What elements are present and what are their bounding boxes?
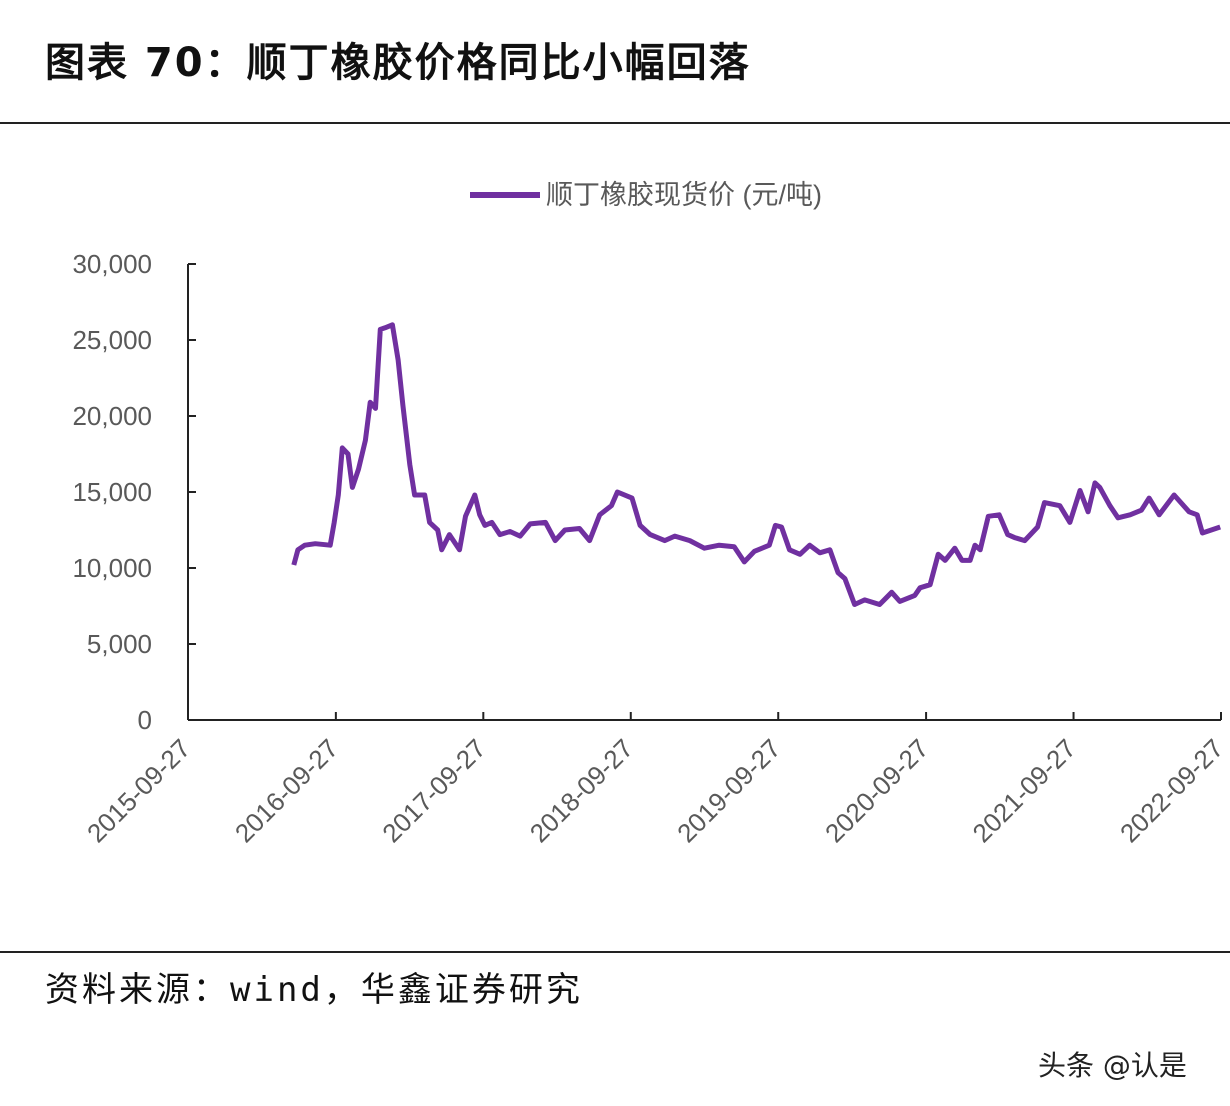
y-tick-label: 25,000 [72,325,152,355]
x-tick-label: 2019-09-27 [671,733,786,848]
y-tick-label: 30,000 [72,249,152,279]
bottom-divider [0,951,1230,953]
y-tick-label: 20,000 [72,401,152,431]
tick-labels: 0 5,000 10,000 15,000 20,000 25,000 30,000 2015… [72,249,1229,848]
y-tick-label: 15,000 [72,477,152,507]
y-tick-label: 10,000 [72,553,152,583]
legend-label: 顺丁橡胶现货价 (元/吨) [546,180,822,210]
y-tick-label: 5,000 [87,629,152,659]
source-note: 资料来源：wind，华鑫证券研究 [45,970,583,1010]
x-tick-label: 2017-09-27 [376,733,491,848]
watermark: 头条 @认是 [1038,1049,1187,1082]
x-tick-label: 2018-09-27 [524,733,639,848]
x-tick-label: 2016-09-27 [229,733,344,848]
page-title: 图表 70：顺丁橡胶价格同比小幅回落 [45,40,751,86]
x-tick-label: 2022-09-27 [1114,733,1229,848]
y-tick-label: 0 [138,705,152,735]
top-divider [0,122,1230,124]
x-tick-label: 2015-09-27 [81,733,196,848]
x-tick-label: 2021-09-27 [967,733,1082,848]
legend: 顺丁橡胶现货价 (元/吨) [470,180,822,210]
series-line [291,322,1221,607]
axes [187,263,1222,721]
x-tick-label: 2020-09-27 [819,733,934,848]
